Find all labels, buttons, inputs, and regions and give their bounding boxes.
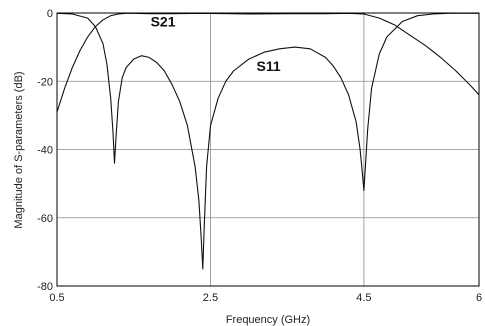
y-tick-label: -60 [37,213,53,225]
annotation-s11: S11 [256,58,280,74]
y-tick-label: -80 [37,281,53,293]
x-tick-label: 4.5 [356,292,371,304]
y-tick-label: 0 [47,8,53,20]
x-axis-label: Frequency (GHz) [226,314,310,326]
x-tick-labels: 0.5 2.5 4.5 6 [49,292,482,304]
x-tick-label: 2.5 [203,292,218,304]
y-tick-label: -40 [37,145,53,157]
plot-frame [56,12,480,287]
x-tick-label: 0.5 [49,292,64,304]
y-tick-labels: 0 -20 -40 -60 -80 [37,8,53,293]
annotations: S21 S11 [151,14,281,74]
y-tick-label: -20 [37,76,53,88]
annotation-s21: S21 [151,14,176,30]
series-line-s11 [56,12,480,270]
x-tick-label: 6 [476,292,482,304]
y-axis-label: Magnitude of S-parameters (dB) [13,71,25,228]
